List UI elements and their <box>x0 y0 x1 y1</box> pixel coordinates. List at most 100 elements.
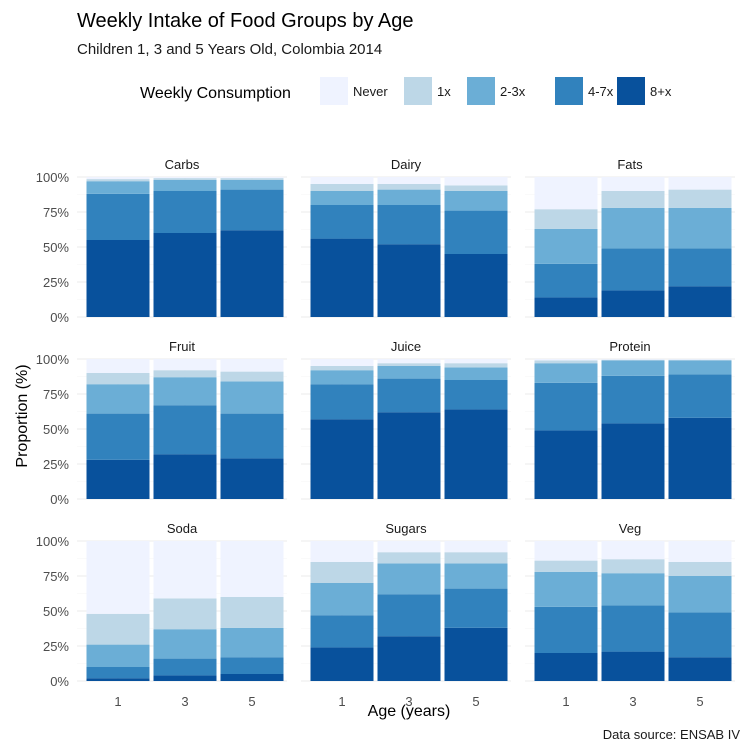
bar-segment-2-3x <box>310 191 374 205</box>
bar-segment-8-x <box>86 678 150 681</box>
bar-segment-4-7x <box>377 205 441 245</box>
facet-panel-soda: Soda 0% 25% 50% 75% 100% 1 3 5 <box>36 521 287 709</box>
bar-segment-2-3x <box>310 583 374 616</box>
bar-segment-8-x <box>444 409 508 499</box>
bar-segment-4-7x <box>153 658 217 676</box>
facet-panel-carbs: Carbs 0% 25% 50% 75% 100% <box>36 157 287 325</box>
bar-segment-8-x <box>601 651 665 681</box>
facet-panel-juice: Juice <box>301 339 511 500</box>
bar-segment-4-7x <box>668 612 732 658</box>
bar-segment-8-x <box>668 417 732 499</box>
bar-segment-4-7x <box>220 413 284 459</box>
legend-label-1x: 1x <box>437 84 451 99</box>
bar-segment-2-3x <box>377 189 441 205</box>
bar-segment-1x <box>377 363 441 366</box>
bar-segment-4-7x <box>601 248 665 291</box>
bar-segment-never <box>444 359 508 364</box>
facet-label-protein: Protein <box>609 339 650 354</box>
bar-segment-never <box>377 177 441 184</box>
bar-segment-never <box>444 541 508 553</box>
facet-panel-protein: Protein <box>525 339 735 500</box>
facet-label-soda: Soda <box>167 521 198 536</box>
bar-stack-age-3 <box>601 177 665 317</box>
bar-segment-never <box>153 359 217 371</box>
x-tick-label: 5 <box>248 694 255 709</box>
bar-segment-8-x <box>444 254 508 317</box>
bar-segment-never <box>444 177 508 186</box>
bar-segment-8-x <box>534 297 598 317</box>
bar-segment-1x <box>377 552 441 564</box>
bar-segment-8-x <box>534 430 598 499</box>
chart-title: Weekly Intake of Food Groups by Age <box>77 10 413 32</box>
bar-segment-1x <box>86 613 150 645</box>
bar-segment-2-3x <box>220 627 284 658</box>
bar-segment-8-x <box>220 674 284 681</box>
y-tick-label: 0% <box>50 310 69 325</box>
bar-segment-8-x <box>668 657 732 681</box>
bar-segment-2-3x <box>534 571 598 607</box>
bar-stack-age-3 <box>377 177 441 317</box>
bar-segment-never <box>220 541 284 597</box>
x-tick-label: 3 <box>181 694 188 709</box>
x-tick-label: 1 <box>114 694 121 709</box>
bar-segment-8-x <box>310 419 374 499</box>
bar-stack-age-5 <box>220 177 284 317</box>
y-tick-label: 75% <box>43 387 69 402</box>
bar-segment-never <box>86 177 150 180</box>
bar-segment-8-x <box>601 423 665 499</box>
facet-panel-fruit: Fruit 0% 25% 50% 75% 100% <box>36 339 287 507</box>
bar-stack-age-1 <box>534 177 598 317</box>
bar-stack-age-1 <box>310 177 374 317</box>
facet-label-juice: Juice <box>391 339 421 354</box>
bar-segment-4-7x <box>444 588 508 628</box>
bar-segment-8-x <box>86 459 150 499</box>
bar-segment-never <box>153 177 217 179</box>
bar-segment-never <box>220 177 284 179</box>
bar-stack-age-3 <box>601 541 665 681</box>
bar-segment-1x <box>310 184 374 191</box>
y-tick-label: 25% <box>43 457 69 472</box>
facet-label-fruit: Fruit <box>169 339 195 354</box>
bar-segment-1x <box>534 209 598 229</box>
legend-key-never <box>320 77 348 105</box>
bar-stack-age-5 <box>444 177 508 317</box>
y-tick-label: 25% <box>43 275 69 290</box>
bar-segment-4-7x <box>534 263 598 298</box>
x-tick-label: 5 <box>696 694 703 709</box>
chart-subtitle: Children 1, 3 and 5 Years Old, Colombia … <box>77 41 382 58</box>
y-tick-label: 25% <box>43 639 69 654</box>
bar-segment-1x <box>153 370 217 378</box>
bar-segment-4-7x <box>534 382 598 431</box>
bar-segment-1x <box>444 363 508 368</box>
bar-segment-4-7x <box>444 380 508 410</box>
facet-label-fats: Fats <box>617 157 643 172</box>
bar-stack-age-1 <box>86 541 150 681</box>
bar-stack-age-5 <box>668 359 732 499</box>
x-tick-label: 1 <box>338 694 345 709</box>
bar-segment-never <box>153 541 217 599</box>
bar-stack-age-1 <box>310 541 374 681</box>
bar-stack-age-1 <box>310 359 374 499</box>
bar-segment-2-3x <box>310 370 374 385</box>
bar-segment-8-x <box>668 286 732 317</box>
bar-stack-age-3 <box>377 359 441 499</box>
facet-label-dairy: Dairy <box>391 157 422 172</box>
facet-panel-sugars: Sugars 1 3 5 <box>301 521 511 709</box>
bar-segment-1x <box>153 178 217 180</box>
bar-segment-4-7x <box>220 657 284 674</box>
bar-segment-2-3x <box>377 563 441 595</box>
bar-segment-4-7x <box>86 413 150 460</box>
bar-segment-4-7x <box>310 384 374 420</box>
bar-segment-4-7x <box>153 191 217 233</box>
bar-segment-2-3x <box>668 360 732 375</box>
bar-segment-2-3x <box>86 181 150 194</box>
bar-segment-2-3x <box>153 179 217 191</box>
legend-item-never: Never <box>320 77 388 105</box>
bar-segment-2-3x <box>444 563 508 589</box>
bar-segment-2-3x <box>601 360 665 376</box>
bar-segment-2-3x <box>220 381 284 414</box>
bar-segment-2-3x <box>534 228 598 264</box>
bar-segment-never <box>668 359 732 360</box>
bar-segment-never <box>377 359 441 364</box>
x-tick-label: 1 <box>562 694 569 709</box>
